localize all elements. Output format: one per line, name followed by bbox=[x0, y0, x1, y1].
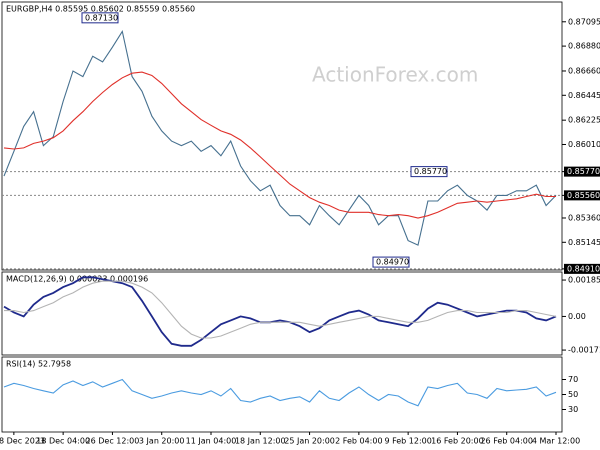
y-tick-label: 50 bbox=[568, 390, 578, 399]
x-tick-label: 25 Jan 20:00 bbox=[284, 437, 335, 446]
level-box bbox=[564, 190, 600, 201]
y-tick-label: 0.001859 bbox=[568, 276, 600, 285]
y-tick-label: 0.87095 bbox=[568, 17, 600, 26]
y-tick-label: 0.86880 bbox=[568, 42, 600, 51]
y-tick-label: 0.00 bbox=[568, 312, 586, 321]
series-line bbox=[3, 29, 557, 246]
y-tick-label: 70 bbox=[568, 375, 578, 384]
y-tick-label: 0.86445 bbox=[568, 91, 600, 100]
annotation: 0.85770 bbox=[414, 167, 447, 176]
annotation-box bbox=[410, 166, 448, 178]
x-tick-label: 3 Jan 20:00 bbox=[139, 437, 185, 446]
x-tick-label: 16 Feb 20:00 bbox=[431, 437, 483, 446]
annotation-box bbox=[81, 12, 119, 24]
y-tick-label: 0.85770 bbox=[567, 167, 600, 176]
x-tick-label: 18 Dec 04:00 bbox=[36, 437, 90, 446]
watermark: ActionForex.com bbox=[312, 63, 478, 87]
panel-title: MACD(12,26,9) 0.000023 0.000196 bbox=[6, 275, 148, 284]
annotation-box bbox=[372, 256, 410, 268]
series-line bbox=[3, 378, 557, 407]
y-tick-label: 0.84910 bbox=[567, 264, 600, 273]
panel-frame bbox=[1, 1, 563, 271]
level-box bbox=[564, 166, 600, 177]
x-tick-label: 8 Dec 2023 bbox=[0, 437, 45, 446]
y-tick-label: 30 bbox=[568, 405, 578, 414]
series-line bbox=[3, 71, 556, 219]
x-tick-label: 18 Jan 12:00 bbox=[235, 437, 286, 446]
x-tick-label: 26 Dec 12:00 bbox=[86, 437, 140, 446]
y-tick-label: 0.85360 bbox=[568, 213, 600, 222]
y-tick-label: 0.86225 bbox=[568, 116, 600, 125]
level-box bbox=[564, 263, 600, 274]
series-line bbox=[3, 276, 557, 347]
x-tick-label: 11 Jan 04:00 bbox=[186, 437, 237, 446]
panel-frame bbox=[1, 271, 563, 356]
series-line bbox=[4, 280, 557, 339]
y-tick-label: 0.86660 bbox=[568, 66, 600, 75]
panel-title: RSI(14) 52.7958 bbox=[6, 360, 71, 369]
y-tick-label: 0.85560 bbox=[567, 191, 600, 200]
panel-title: EURGBP,H4 0.85595 0.85602 0.85559 0.8556… bbox=[6, 5, 195, 14]
y-tick-label: -0.001718 bbox=[568, 346, 600, 355]
y-tick-label: 0.86010 bbox=[568, 140, 600, 149]
x-tick-label: 4 Mar 12:00 bbox=[532, 437, 580, 446]
x-tick-label: 9 Feb 12:00 bbox=[384, 437, 431, 446]
y-tick-label: 0.85145 bbox=[568, 238, 600, 247]
x-tick-label: 26 Feb 04:00 bbox=[480, 437, 532, 446]
x-tick-label: 2 Feb 04:00 bbox=[335, 437, 382, 446]
annotation: 0.87130 bbox=[85, 13, 118, 22]
annotation: 0.84970 bbox=[376, 258, 409, 267]
